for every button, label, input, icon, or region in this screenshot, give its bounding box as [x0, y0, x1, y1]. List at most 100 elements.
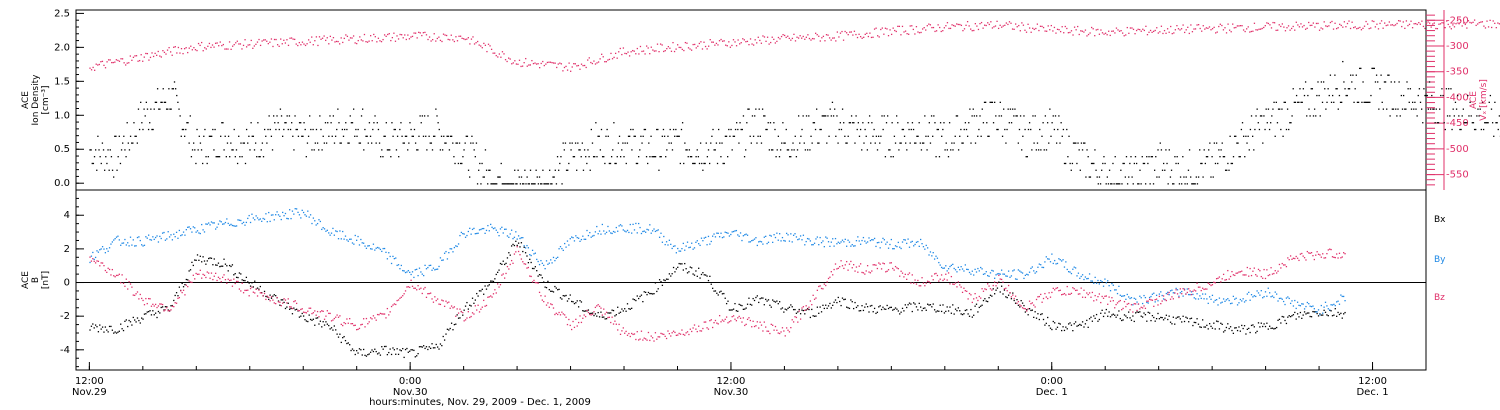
by-point — [587, 234, 590, 237]
bz-point — [721, 319, 724, 321]
velocity-point — [1311, 24, 1313, 26]
density-point — [1153, 169, 1156, 171]
bz-point — [703, 321, 705, 323]
bx-point — [1299, 311, 1302, 314]
bx-point — [1341, 317, 1343, 319]
bz-point — [235, 280, 238, 283]
velocity-point — [362, 40, 364, 42]
bx-point — [833, 301, 835, 303]
bz-point — [99, 265, 101, 267]
velocity-point — [988, 23, 990, 26]
velocity-point — [211, 44, 214, 46]
bz-point — [230, 279, 232, 281]
top-ytick-label-4: 2.0 — [54, 42, 70, 53]
density-point — [190, 156, 193, 158]
by-point — [1107, 280, 1109, 282]
bx-point — [1243, 325, 1246, 327]
by-point — [157, 241, 160, 243]
bz-point — [365, 317, 368, 320]
density-point — [855, 115, 857, 117]
bz-point — [582, 317, 584, 319]
bot-ytick-label-3: 2 — [64, 244, 70, 255]
velocity-point — [334, 41, 336, 43]
by-point — [230, 223, 232, 226]
density-point — [92, 162, 95, 165]
velocity-point — [1007, 23, 1009, 26]
bz-point — [226, 282, 228, 284]
bx-point — [469, 304, 471, 306]
by-point — [1284, 303, 1286, 306]
bx-point — [1242, 327, 1244, 330]
velocity-point — [1317, 22, 1319, 25]
density-point — [1282, 135, 1284, 137]
density-point — [970, 142, 972, 144]
bx-point — [273, 294, 275, 296]
by-point — [981, 268, 983, 270]
by-point — [594, 231, 597, 233]
velocity-point — [1267, 22, 1270, 25]
velocity-point — [354, 42, 356, 44]
density-point — [659, 156, 661, 158]
bx-point — [210, 257, 213, 259]
bx-point — [612, 309, 615, 312]
velocity-point — [371, 40, 373, 42]
by-point — [448, 252, 450, 254]
velocity-point — [287, 44, 290, 47]
velocity-point — [725, 44, 727, 46]
by-point — [675, 252, 678, 254]
bx-point — [1234, 327, 1236, 329]
bx-point — [1273, 328, 1275, 330]
density-point — [621, 149, 623, 151]
velocity-point — [385, 35, 387, 37]
density-point — [96, 169, 98, 171]
density-point — [875, 135, 878, 137]
velocity-point — [185, 47, 187, 49]
bx-point — [1069, 322, 1071, 324]
by-point — [1073, 266, 1075, 268]
bz-point — [628, 332, 630, 335]
density-point — [911, 122, 914, 124]
density-point — [814, 128, 817, 131]
by-point — [636, 232, 638, 234]
density-point — [1471, 122, 1473, 124]
density-point — [366, 135, 368, 137]
velocity-point — [357, 39, 359, 42]
bz-point — [960, 286, 962, 288]
bz-point — [329, 312, 331, 315]
by-point — [1278, 297, 1281, 300]
velocity-point — [1444, 26, 1446, 29]
bx-point — [96, 326, 98, 328]
bx-point — [698, 267, 700, 269]
bz-point — [882, 262, 884, 264]
bx-point — [1183, 320, 1186, 323]
velocity-point — [264, 39, 266, 41]
bz-point — [115, 274, 118, 277]
density-point — [562, 142, 564, 144]
bx-point — [1306, 312, 1309, 314]
bz-point — [416, 289, 418, 291]
xtick-sublabel-0: Nov.29 — [72, 387, 107, 398]
by-point — [409, 271, 411, 274]
bottom-panel-points — [89, 208, 1346, 359]
bz-point — [249, 287, 252, 290]
density-point — [758, 108, 760, 110]
bz-point — [580, 321, 583, 324]
bz-point — [716, 322, 718, 324]
bx-point — [1090, 316, 1092, 318]
bz-point — [277, 301, 280, 303]
velocity-point — [774, 42, 776, 44]
velocity-point — [1027, 23, 1029, 25]
by-point — [885, 243, 887, 245]
by-point — [1081, 274, 1084, 276]
bx-point — [1284, 319, 1286, 322]
bz-point — [480, 308, 482, 310]
bx-point — [1250, 324, 1253, 327]
density-point — [1247, 135, 1249, 137]
density-point — [1312, 115, 1315, 117]
by-point — [552, 256, 555, 259]
bz-point — [443, 305, 446, 308]
bx-point — [1176, 316, 1179, 318]
velocity-point — [1163, 29, 1166, 32]
velocity-point — [1151, 31, 1153, 33]
bx-point — [1317, 315, 1320, 317]
